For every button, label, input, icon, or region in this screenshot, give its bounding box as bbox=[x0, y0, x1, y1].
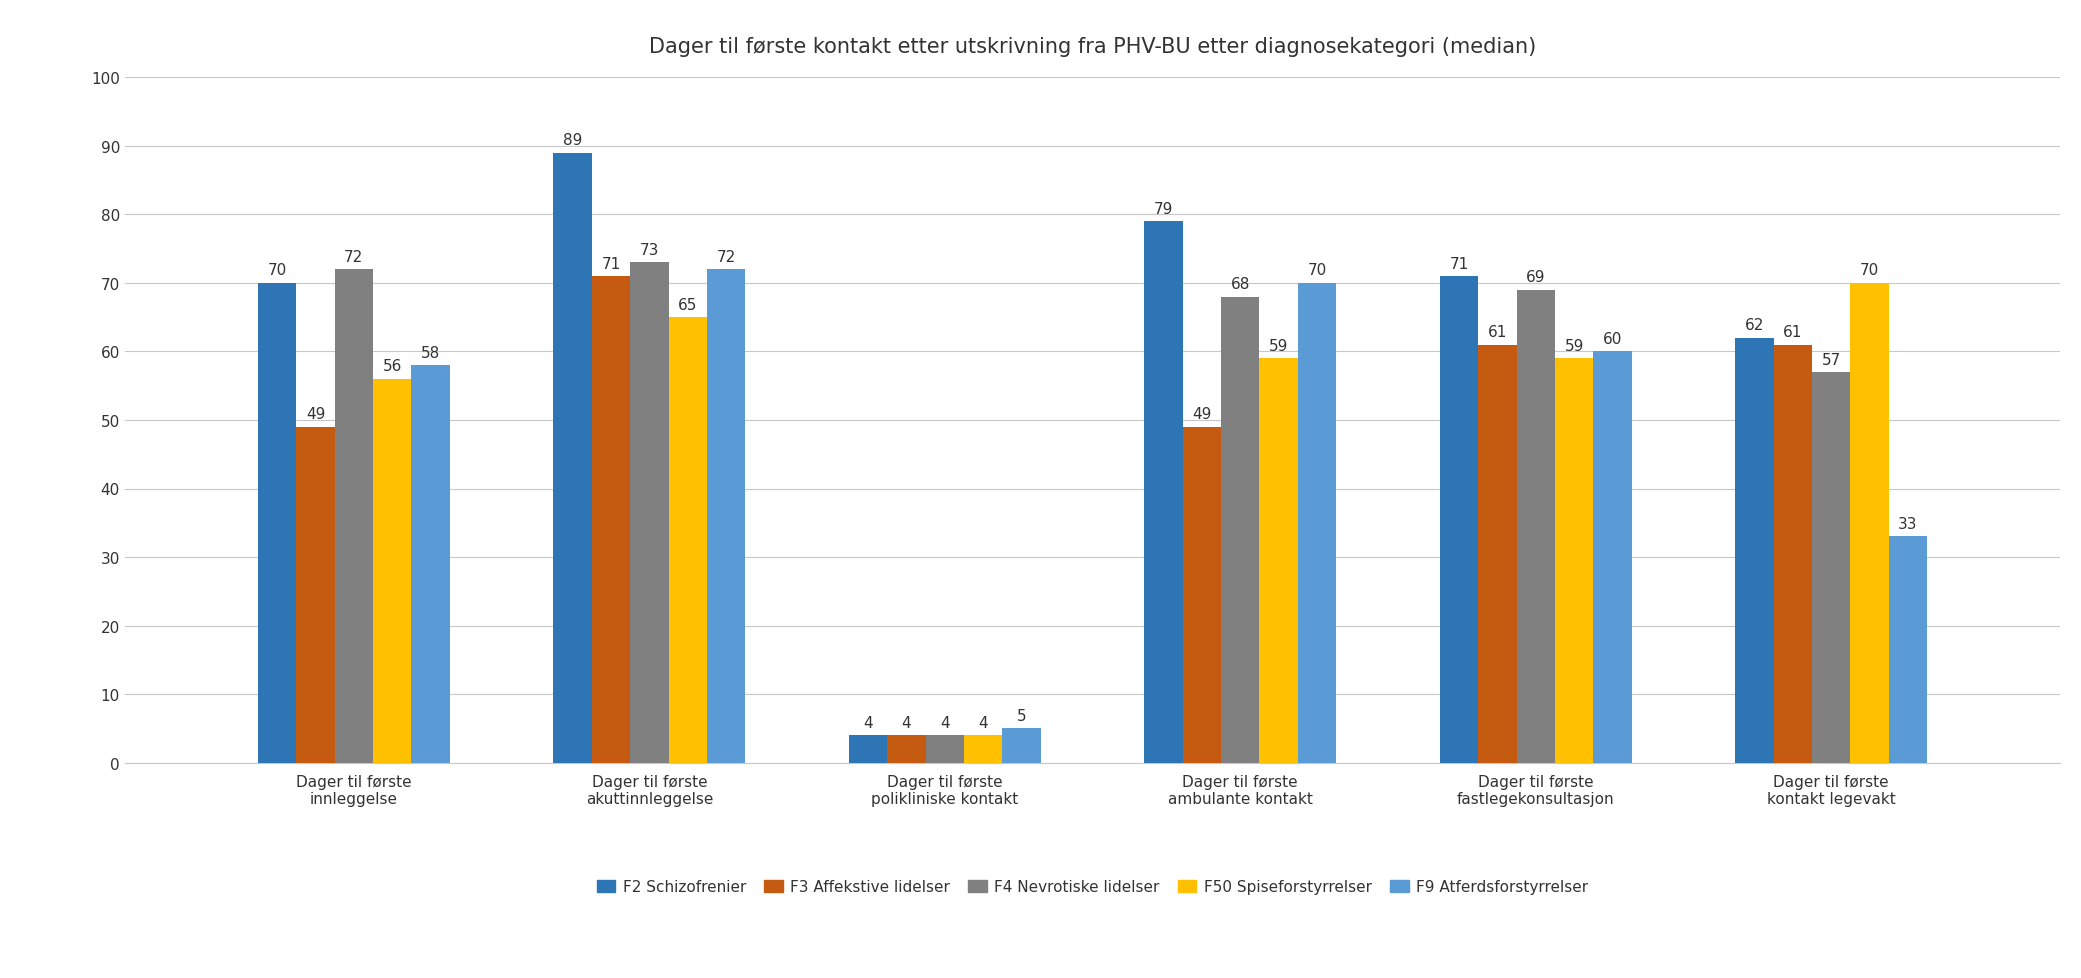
Text: 68: 68 bbox=[1230, 277, 1251, 291]
Bar bbox=[1813, 373, 1850, 763]
Bar bbox=[591, 277, 631, 763]
Bar bbox=[1850, 284, 1890, 763]
Text: 72: 72 bbox=[716, 249, 737, 264]
Bar bbox=[258, 284, 296, 763]
Text: 57: 57 bbox=[1821, 352, 1842, 367]
Text: 72: 72 bbox=[343, 249, 364, 264]
Text: 5: 5 bbox=[1018, 708, 1026, 723]
Bar bbox=[335, 270, 372, 763]
Text: 56: 56 bbox=[383, 359, 402, 374]
Bar bbox=[296, 427, 335, 763]
Bar bbox=[1736, 338, 1773, 763]
Text: 70: 70 bbox=[1307, 263, 1328, 278]
Bar bbox=[1182, 427, 1222, 763]
Text: 4: 4 bbox=[978, 715, 988, 730]
Bar bbox=[1478, 345, 1517, 763]
Bar bbox=[1299, 284, 1336, 763]
Bar bbox=[849, 735, 887, 763]
Bar bbox=[412, 366, 449, 763]
Text: 33: 33 bbox=[1898, 516, 1919, 531]
Bar bbox=[1222, 297, 1259, 763]
Text: 4: 4 bbox=[941, 715, 949, 730]
Text: 59: 59 bbox=[1269, 338, 1288, 353]
Text: 79: 79 bbox=[1153, 201, 1174, 216]
Text: 49: 49 bbox=[306, 407, 325, 422]
Bar bbox=[1773, 345, 1813, 763]
Bar bbox=[708, 270, 745, 763]
Text: 65: 65 bbox=[678, 297, 697, 312]
Bar bbox=[554, 154, 591, 763]
Text: 71: 71 bbox=[1448, 256, 1469, 271]
Bar bbox=[372, 379, 412, 763]
Text: 70: 70 bbox=[1860, 263, 1879, 278]
Bar bbox=[1594, 352, 1632, 763]
Bar bbox=[1440, 277, 1478, 763]
Text: 71: 71 bbox=[601, 256, 620, 271]
Text: 4: 4 bbox=[864, 715, 872, 730]
Bar bbox=[1517, 290, 1555, 763]
Text: 61: 61 bbox=[1783, 325, 1802, 339]
Bar bbox=[926, 735, 964, 763]
Bar bbox=[1003, 729, 1040, 763]
Legend: F2 Schizofrenier, F3 Affekstive lidelser, F4 Nevrotiske lidelser, F50 Spiseforst: F2 Schizofrenier, F3 Affekstive lidelser… bbox=[591, 873, 1594, 901]
Text: 61: 61 bbox=[1488, 325, 1507, 339]
Bar bbox=[887, 735, 926, 763]
Text: 70: 70 bbox=[266, 263, 287, 278]
Bar bbox=[631, 263, 668, 763]
Text: 89: 89 bbox=[562, 133, 583, 148]
Bar bbox=[964, 735, 1003, 763]
Bar bbox=[1145, 222, 1182, 763]
Text: 60: 60 bbox=[1602, 332, 1623, 346]
Text: 59: 59 bbox=[1565, 338, 1584, 353]
Text: 69: 69 bbox=[1525, 270, 1546, 285]
Title: Dager til første kontakt etter utskrivning fra PHV-BU etter diagnosekategori (me: Dager til første kontakt etter utskrivni… bbox=[649, 37, 1536, 58]
Bar bbox=[668, 318, 708, 763]
Text: 73: 73 bbox=[639, 243, 660, 257]
Text: 49: 49 bbox=[1192, 407, 1211, 422]
Bar bbox=[1890, 537, 1927, 763]
Text: 4: 4 bbox=[901, 715, 911, 730]
Text: 62: 62 bbox=[1744, 318, 1765, 333]
Bar bbox=[1555, 359, 1594, 763]
Bar bbox=[1259, 359, 1299, 763]
Text: 58: 58 bbox=[420, 345, 441, 360]
